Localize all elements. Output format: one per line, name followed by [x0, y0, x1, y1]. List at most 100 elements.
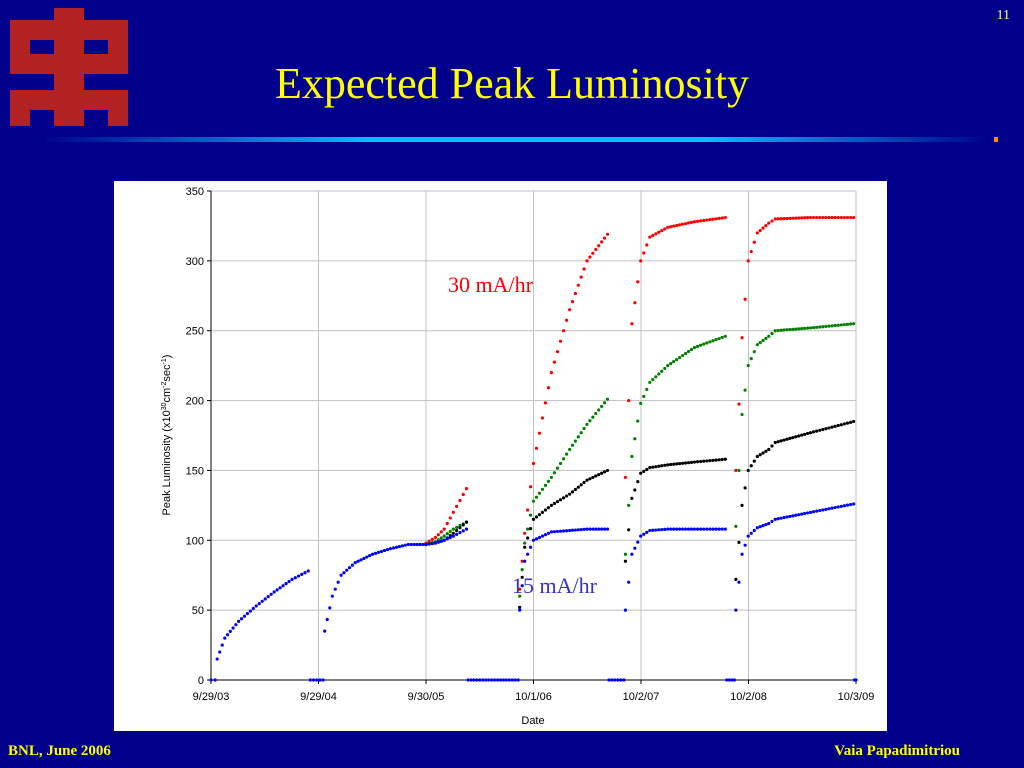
data-point	[585, 259, 589, 263]
data-point	[549, 371, 554, 375]
y-tick-label: 300	[186, 256, 204, 268]
data-point	[815, 429, 819, 433]
data-point	[802, 216, 807, 220]
data-point	[558, 529, 563, 533]
data-point	[672, 462, 676, 466]
data-point	[213, 678, 217, 682]
data-point	[534, 537, 539, 541]
data-point	[591, 251, 595, 255]
data-point	[561, 529, 566, 533]
data-point	[805, 431, 810, 436]
data-point	[400, 544, 405, 548]
data-point	[732, 678, 737, 682]
data-point	[675, 357, 679, 362]
data-point	[543, 483, 548, 487]
data-point	[576, 435, 580, 439]
data-point	[764, 449, 768, 453]
data-point	[717, 216, 721, 220]
data-point	[743, 297, 747, 301]
data-point	[248, 609, 252, 613]
data-point	[546, 531, 551, 535]
data-point	[683, 351, 688, 356]
data-point	[734, 468, 738, 473]
data-point	[740, 503, 744, 507]
data-point	[689, 347, 694, 352]
data-point	[761, 524, 765, 528]
data-point	[633, 301, 637, 305]
data-point	[764, 223, 768, 228]
data-point	[433, 535, 437, 540]
data-point	[582, 527, 586, 531]
data-point	[549, 503, 554, 507]
data-point	[811, 326, 816, 330]
data-point	[412, 542, 416, 547]
data-point	[237, 619, 241, 623]
data-point	[680, 461, 685, 465]
data-point	[800, 216, 804, 220]
data-point	[848, 322, 853, 326]
data-point	[660, 527, 664, 532]
data-point	[466, 678, 470, 682]
data-point	[359, 558, 363, 562]
data-point	[373, 551, 378, 555]
data-point	[455, 528, 459, 533]
y-tick-label: 250	[186, 326, 204, 338]
data-point	[811, 430, 816, 434]
y-axis-label: Peak Luminosity (x1030cm-2sec-1)	[161, 355, 173, 516]
data-point	[717, 336, 721, 341]
data-point	[743, 486, 747, 490]
data-point	[797, 327, 801, 331]
data-point	[439, 539, 443, 543]
data-point	[811, 510, 816, 514]
data-point	[791, 216, 795, 220]
data-point	[821, 508, 825, 512]
slide-number: 11	[996, 8, 1010, 23]
data-point	[800, 512, 804, 516]
data-point	[306, 569, 310, 573]
data-point	[705, 459, 709, 463]
data-point	[579, 483, 583, 487]
data-point	[568, 308, 572, 312]
data-point	[761, 338, 765, 343]
data-point	[370, 552, 375, 556]
data-point	[845, 503, 850, 507]
data-point	[657, 528, 661, 532]
data-point	[805, 511, 810, 515]
data-point	[520, 568, 524, 572]
data-point	[409, 542, 413, 547]
data-point	[561, 457, 566, 461]
data-point	[504, 678, 509, 682]
data-point	[403, 543, 407, 547]
data-point	[654, 375, 658, 379]
data-point	[576, 528, 580, 532]
data-point	[579, 275, 583, 279]
data-point	[848, 215, 853, 220]
data-point	[498, 678, 503, 682]
data-point	[570, 300, 575, 304]
data-point	[699, 527, 703, 531]
data-point	[492, 678, 497, 682]
data-point	[791, 435, 795, 440]
data-point	[830, 425, 834, 429]
data-point	[215, 657, 219, 661]
data-point	[848, 420, 853, 424]
data-point	[708, 218, 712, 222]
data-point	[516, 678, 520, 682]
data-point	[651, 465, 655, 469]
data-point	[442, 527, 446, 531]
data-point	[573, 528, 578, 532]
data-point	[633, 488, 637, 492]
data-point	[845, 421, 850, 425]
data-point	[507, 678, 511, 682]
data-point	[630, 496, 634, 500]
data-point	[523, 531, 527, 535]
data-point	[561, 329, 566, 333]
footer-left: BNL, June 2006	[8, 743, 111, 759]
data-point	[549, 475, 554, 480]
data-point	[448, 535, 452, 540]
data-point	[642, 532, 646, 536]
data-point	[228, 629, 232, 633]
data-point	[773, 217, 777, 221]
data-point	[427, 542, 431, 546]
data-point	[815, 509, 819, 513]
